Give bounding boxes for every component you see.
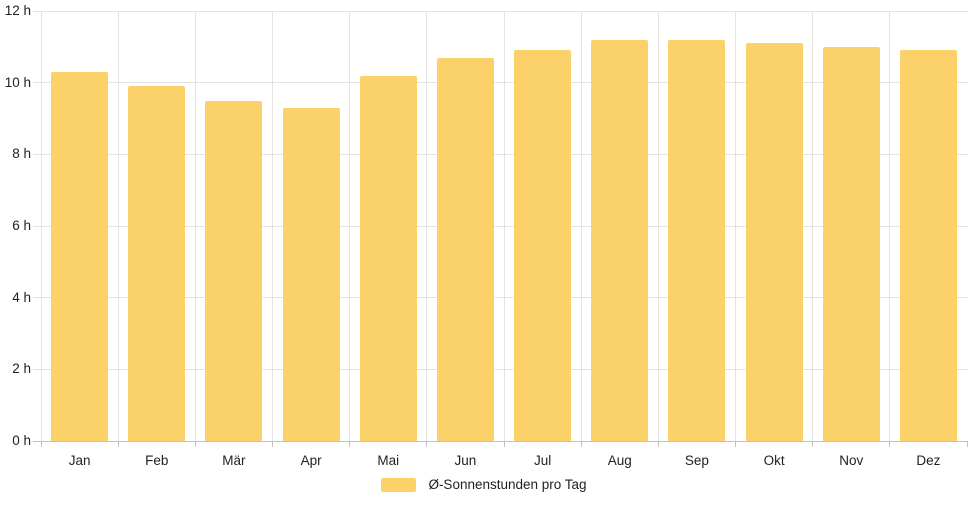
bar-Mär[interactable] <box>205 100 263 441</box>
y-axis-tick-label: 10 h <box>4 74 31 90</box>
gridline-vertical <box>657 11 659 441</box>
x-axis-tick <box>657 441 659 447</box>
bar-Jan[interactable] <box>51 71 109 441</box>
x-axis-month-label: Okt <box>763 453 785 468</box>
legend-label: Ø-Sonnenstunden pro Tag <box>428 477 587 492</box>
x-axis-tick <box>812 441 814 447</box>
bar-Mai[interactable] <box>359 75 417 441</box>
x-axis-month-label: Feb <box>145 453 169 468</box>
gridline-vertical <box>580 11 582 441</box>
x-axis-tick <box>426 441 428 447</box>
y-axis-tick-label: 8 h <box>12 146 31 162</box>
x-axis-tick <box>889 441 891 447</box>
y-axis-line <box>40 11 42 441</box>
y-axis-tick-label: 2 h <box>12 361 31 377</box>
x-axis-month-label: Nov <box>839 453 864 468</box>
bar-Feb[interactable] <box>128 86 186 441</box>
gridline-horizontal <box>33 368 968 370</box>
x-axis-tick <box>735 441 736 447</box>
x-axis-month-label: Sep <box>684 453 709 468</box>
x-axis-month-label: Dez <box>916 453 941 468</box>
gridline-vertical <box>812 11 814 441</box>
gridline-vertical <box>889 11 891 441</box>
bar-Sep[interactable] <box>668 39 726 441</box>
x-axis-month-label: Mai <box>377 453 400 468</box>
gridline-vertical <box>272 11 273 441</box>
gridline-horizontal <box>33 297 968 299</box>
gridline-horizontal <box>33 82 968 84</box>
x-axis-tick <box>503 441 505 447</box>
y-axis-tick-label: 12 h <box>4 3 31 18</box>
gridline-vertical <box>117 11 119 441</box>
bar-Jun[interactable] <box>436 57 494 441</box>
x-axis-month-label: Jul <box>533 453 552 468</box>
y-axis-tick-label: 4 h <box>12 289 31 305</box>
bar-Aug[interactable] <box>591 39 649 441</box>
x-axis-month-label: Jun <box>454 453 477 468</box>
legend-color-swatch <box>381 477 417 492</box>
bar-Jul[interactable] <box>514 50 572 441</box>
bar-Okt[interactable] <box>745 43 803 441</box>
x-axis-month-label: Aug <box>607 453 632 468</box>
x-axis-tick <box>272 441 273 447</box>
bar-Dez[interactable] <box>899 50 957 441</box>
x-axis-month-label: Mär <box>222 453 246 468</box>
legend: Ø-Sonnenstunden pro Tag <box>0 477 968 492</box>
y-axis-tick-label: 0 h <box>12 433 31 448</box>
legend-item-sun-hours[interactable]: Ø-Sonnenstunden pro Tag <box>381 477 587 492</box>
bar-Apr[interactable] <box>282 107 340 441</box>
y-axis-tick-label: 6 h <box>12 218 31 233</box>
x-axis-tick <box>194 441 196 447</box>
gridline-vertical <box>194 11 196 441</box>
gridline-vertical <box>735 11 736 441</box>
gridline-vertical <box>426 11 428 441</box>
bar-Nov[interactable] <box>822 46 880 441</box>
gridline-horizontal <box>33 225 968 227</box>
x-axis-month-label: Apr <box>300 453 322 468</box>
x-axis-month-label: Jan <box>68 453 91 468</box>
gridline-horizontal <box>33 153 968 155</box>
x-axis-tick <box>40 441 42 447</box>
gridline-horizontal <box>33 10 968 12</box>
x-axis-tick <box>580 441 582 447</box>
x-axis-line <box>33 440 968 442</box>
x-axis-tick <box>117 441 119 447</box>
x-axis-tick <box>966 441 968 447</box>
gridline-vertical <box>503 11 505 441</box>
gridline-vertical <box>349 11 351 441</box>
x-axis-tick <box>349 441 351 447</box>
